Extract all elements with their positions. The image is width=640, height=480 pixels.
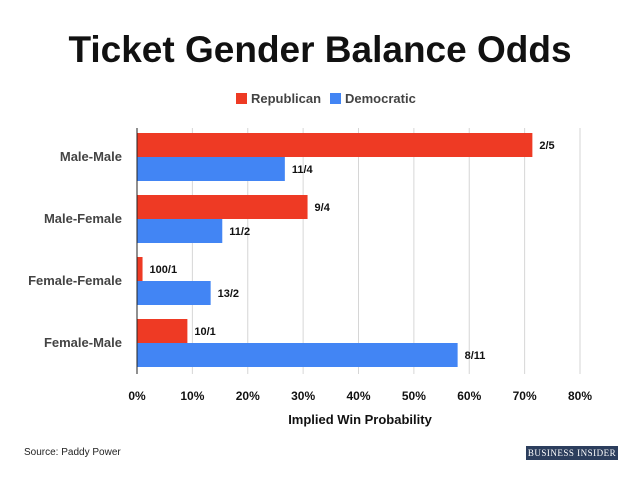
bars — [137, 133, 533, 367]
bar-value-label: 13/2 — [218, 288, 239, 300]
bar-labels: 2/5 11/4 9/4 11/2 100/1 13/2 10/1 8/11 — [150, 140, 555, 362]
category-labels: Male-Male Male-Female Female-Female Female-… — [28, 149, 122, 350]
x-tick-label: 30% — [291, 389, 315, 403]
x-axis-label: Implied Win Probability — [288, 412, 432, 427]
bar-value-label: 10/1 — [194, 326, 215, 338]
bar-republican — [137, 195, 308, 219]
chart-title: Ticket Gender Balance Odds — [68, 29, 571, 70]
x-tick-label: 80% — [568, 389, 592, 403]
bar-value-label: 11/4 — [292, 164, 314, 176]
x-tick-label: 20% — [236, 389, 260, 403]
bar-value-label: 11/2 — [229, 226, 250, 238]
source-note: Source: Paddy Power — [24, 447, 121, 458]
bar-republican — [137, 133, 533, 157]
bar-republican — [137, 257, 143, 281]
x-axis-ticks: 0% 10% 20% 30% 40% 50% 60% 70% 80% — [128, 389, 592, 403]
bar-value-label: 100/1 — [150, 264, 178, 276]
bar-democratic — [137, 219, 223, 243]
bar-democratic — [137, 343, 458, 367]
x-tick-label: 70% — [513, 389, 537, 403]
bar-democratic — [137, 281, 211, 305]
legend-label: Democratic — [345, 91, 416, 106]
bar-value-label: 9/4 — [315, 202, 331, 214]
legend-swatch-democratic — [330, 93, 341, 104]
category-label: Male-Male — [60, 149, 122, 164]
x-tick-label: 40% — [346, 389, 370, 403]
x-tick-label: 50% — [402, 389, 426, 403]
x-tick-label: 0% — [128, 389, 146, 403]
bar-value-label: 2/5 — [539, 140, 554, 152]
legend-swatch-republican — [236, 93, 247, 104]
category-label: Female-Female — [28, 273, 122, 288]
x-tick-label: 10% — [180, 389, 204, 403]
bar-democratic — [137, 157, 285, 181]
bar-republican — [137, 319, 188, 343]
business-insider-logo: BUSINESS INSIDER — [526, 446, 618, 460]
legend: Republican Democratic — [236, 91, 416, 106]
legend-label: Republican — [251, 91, 321, 106]
category-label: Male-Female — [44, 211, 122, 226]
category-label: Female-Male — [44, 335, 122, 350]
bar-value-label: 8/11 — [465, 350, 486, 362]
x-tick-label: 60% — [457, 389, 481, 403]
